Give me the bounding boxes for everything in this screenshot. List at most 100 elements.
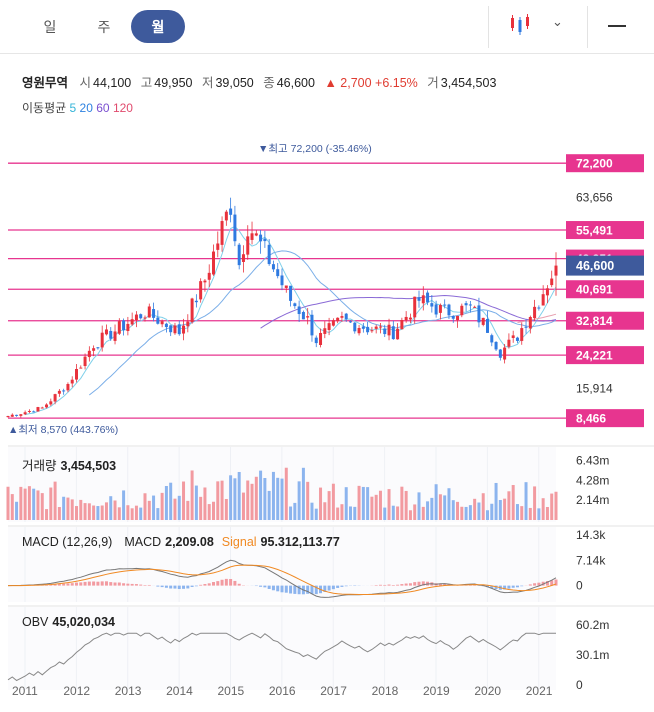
- volume-y-tick: 4.28m: [576, 473, 609, 487]
- volume-bar: [92, 505, 96, 520]
- volume-bar: [224, 498, 228, 520]
- volume-bar: [271, 471, 275, 520]
- volume-bar: [32, 488, 36, 520]
- volume-bar: [280, 478, 284, 520]
- candle-body: [134, 314, 138, 321]
- current-price-label: 46,600: [576, 259, 614, 273]
- macd-histogram-bar: [314, 585, 318, 595]
- obv-pane-label: OBV 45,020,034: [22, 615, 115, 629]
- candle-body: [438, 305, 442, 313]
- moving-average-line: [517, 313, 557, 323]
- macd-histogram-bar: [537, 582, 541, 586]
- volume-bar: [229, 475, 233, 520]
- volume-bar: [122, 490, 126, 520]
- chevron-down-icon[interactable]: ⌄: [552, 14, 563, 29]
- volume-bar: [126, 505, 130, 520]
- candle-body: [464, 303, 468, 306]
- candle-body: [503, 347, 507, 360]
- candle-body: [430, 303, 434, 307]
- volume-pane-label: 거래량 3,454,503: [22, 455, 116, 474]
- candle-body: [554, 265, 558, 276]
- candle-body: [421, 295, 425, 304]
- macd-histogram-bar: [297, 585, 301, 595]
- low-label: 저: [201, 76, 214, 90]
- volume-bar: [241, 492, 245, 520]
- volume-bar: [336, 507, 340, 520]
- macd-histogram-bar: [229, 579, 233, 586]
- volume-bar: [75, 506, 78, 520]
- candle-body: [224, 211, 228, 221]
- volume-bar: [451, 500, 455, 520]
- volume-bar: [447, 488, 451, 520]
- volume-bar: [486, 510, 489, 520]
- volume-bar: [323, 502, 327, 520]
- tab-weekly[interactable]: 주: [97, 18, 111, 35]
- macd-histogram-bar: [57, 583, 61, 586]
- divider: [587, 6, 588, 48]
- candle-body: [366, 326, 370, 333]
- obv-title: OBV: [22, 615, 49, 629]
- candle-body: [443, 304, 447, 306]
- volume-bar: [430, 497, 434, 520]
- volume-bar: [357, 485, 361, 520]
- candle-body: [190, 298, 194, 323]
- volume-bar: [237, 471, 241, 520]
- volume-bar: [70, 499, 74, 520]
- candle-body: [263, 238, 267, 242]
- candle-body: [550, 278, 554, 286]
- open-value: 44,100: [93, 76, 132, 90]
- volume-bar: [164, 485, 168, 520]
- x-tick-label: 2015: [218, 684, 245, 698]
- ma-20: 20: [79, 101, 93, 115]
- x-tick-label: 2012: [63, 684, 90, 698]
- macd-histogram-bar: [164, 585, 168, 588]
- candle-body: [40, 407, 44, 409]
- volume-bar: [438, 494, 442, 520]
- macd-histogram-bar: [468, 584, 472, 586]
- volume-bar: [490, 503, 494, 520]
- menu-icon[interactable]: [608, 25, 626, 27]
- volume-bar: [314, 508, 318, 520]
- volume-bar: [284, 467, 288, 520]
- candle-body: [220, 221, 224, 245]
- macd-histogram-bar: [87, 581, 91, 586]
- volume-bar: [199, 496, 203, 520]
- macd-histogram-bar: [336, 585, 340, 588]
- volume-bar: [250, 483, 254, 520]
- macd-histogram-bar: [306, 585, 310, 594]
- volume-title: 거래량: [22, 459, 57, 473]
- obv-line: [7, 632, 556, 682]
- volume-bar: [190, 470, 194, 520]
- volume-bar: [152, 495, 156, 520]
- volume-bar: [408, 510, 412, 520]
- volume-bar: [374, 494, 378, 520]
- macd-histogram-bar: [62, 583, 66, 586]
- volume-bar: [173, 498, 177, 520]
- tab-daily[interactable]: 일: [43, 18, 57, 35]
- volume-bar: [301, 467, 305, 520]
- top-bar: 일 주 월 ⌄: [0, 0, 654, 54]
- volume-bar: [36, 490, 40, 520]
- candle-body: [83, 356, 87, 367]
- price-level-label: 55,491: [576, 224, 613, 238]
- candle-body: [96, 347, 100, 349]
- macd-histogram-bar: [284, 585, 288, 593]
- stock-name: 영원무역: [22, 76, 69, 90]
- volume-bar: [400, 486, 404, 520]
- candle-body: [203, 280, 207, 283]
- macd-histogram-bar: [207, 583, 211, 586]
- volume-bar: [263, 477, 267, 520]
- price-summary: 영원무역 시 44,100 고 49,950 저 39,050 종 46,600 ▲ 2…: [22, 72, 502, 91]
- tab-monthly[interactable]: 월: [131, 10, 185, 43]
- candle-body: [284, 285, 288, 288]
- candlestick-chart-icon[interactable]: [509, 14, 531, 36]
- candle-body: [537, 307, 541, 309]
- volume-bar: [349, 506, 352, 520]
- candle-body: [481, 317, 485, 325]
- y-tick-label: 63,656: [576, 190, 613, 204]
- macd-histogram-bar: [49, 584, 53, 586]
- macd-histogram-bar: [134, 584, 138, 586]
- volume-bar: [353, 506, 357, 520]
- volume-bar: [87, 503, 91, 520]
